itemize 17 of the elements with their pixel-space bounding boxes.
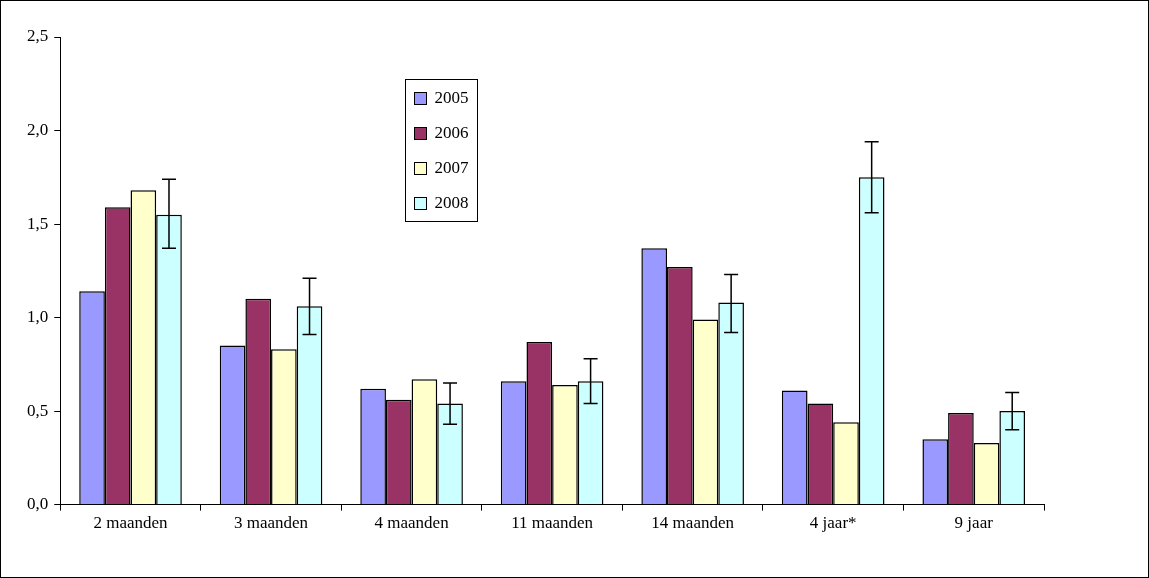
x-tick-label: 9 jaar <box>954 513 994 533</box>
x-tick-label: 4 jaar* <box>809 513 857 533</box>
x-tick-label: 3 maanden <box>234 513 309 533</box>
y-tick-label: 1,0 <box>27 307 49 327</box>
x-tick-label: 11 maanden <box>511 513 594 533</box>
y-tick-label: 2,5 <box>27 26 49 46</box>
x-tick-label: 14 maanden <box>651 513 735 533</box>
legend-label: 2006 <box>434 123 469 144</box>
legend-label: 2007 <box>434 158 469 179</box>
y-tick-label: 2,0 <box>27 119 49 139</box>
x-tick-label: 4 maanden <box>374 513 450 533</box>
legend-label: 2008 <box>434 193 469 214</box>
x-tick-label: 2 maanden <box>93 513 169 533</box>
y-tick-label: 1,5 <box>27 213 49 233</box>
legend-label: 2005 <box>434 88 469 109</box>
y-tick-label: 0,5 <box>27 400 49 420</box>
y-tick-label: 0,0 <box>27 494 49 514</box>
